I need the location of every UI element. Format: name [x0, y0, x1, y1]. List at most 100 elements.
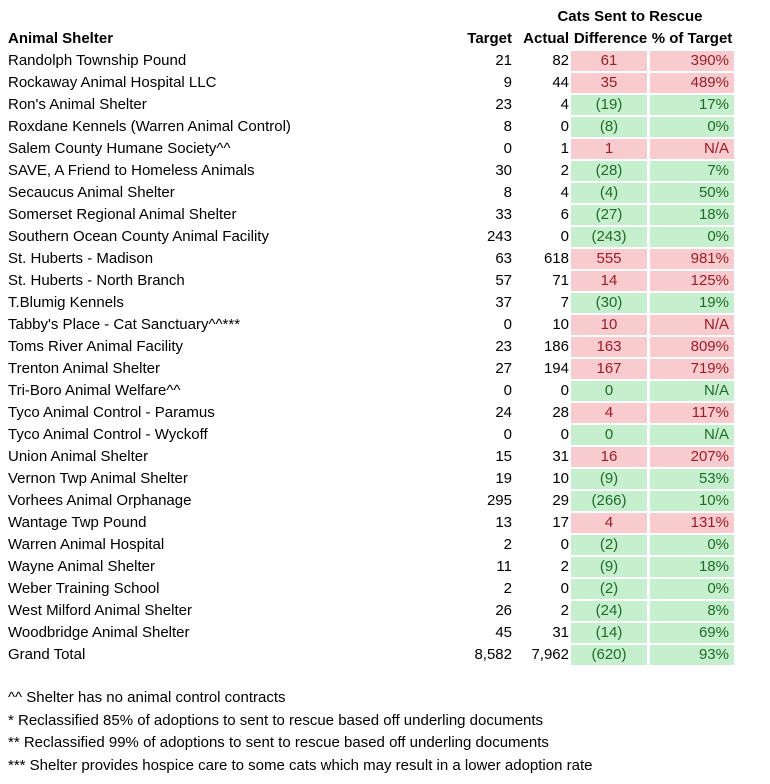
cell-target: 27 — [495, 360, 512, 377]
cell-target: 11 — [496, 558, 512, 575]
cell-pct-of-target: N/A — [650, 315, 734, 335]
cell-pct-of-target: 719% — [650, 359, 734, 379]
cell-pct-of-target: N/A — [650, 425, 734, 445]
table-row: Vorhees Animal Orphanage 295 29 (266) 10% — [0, 491, 734, 511]
table-body: Randolph Township Pound 21 82 61 390% Rockawa… — [0, 51, 734, 665]
table-row: Secaucus Animal Shelter 8 4 (4) 50% — [0, 183, 734, 203]
cell-target: 13 — [495, 514, 512, 531]
cell-actual: 0 — [560, 228, 569, 245]
cell-difference: 4 — [571, 403, 650, 423]
cell-pct-of-target: 131% — [650, 513, 734, 533]
cell-target: 8 — [503, 184, 512, 201]
cell-target: 2 — [503, 536, 512, 553]
table-row: Wantage Twp Pound 13 17 4 131% — [0, 513, 734, 533]
table-row: Tabby's Place - Cat Sanctuary^^*** 0 10 10 N… — [0, 315, 734, 335]
table-row: T.Blumig Kennels 37 7 (30) 19% — [0, 293, 734, 313]
table-row: Wayne Animal Shelter 11 2 (9) 18% — [0, 557, 734, 577]
cell-target: 33 — [495, 206, 512, 223]
cell-shelter-name: Vorhees Animal Orphanage — [8, 492, 192, 509]
footnote: *** Shelter provides hospice care to som… — [8, 756, 593, 774]
cell-target: 30 — [495, 162, 512, 179]
cell-actual: 7 — [560, 294, 569, 311]
table-row: Grand Total 8,582 7,962 (620) 93% — [0, 645, 734, 665]
cell-shelter-name: Randolph Township Pound — [8, 52, 187, 69]
cell-shelter-name: Wantage Twp Pound — [8, 514, 147, 531]
table-row: Tri-Boro Animal Welfare^^ 0 0 0 N/A — [0, 381, 734, 401]
cell-shelter-name: Rockaway Animal Hospital LLC — [8, 74, 217, 91]
cell-target: 15 — [495, 448, 512, 465]
cell-pct-of-target: 207% — [650, 447, 734, 467]
cell-actual: 17 — [552, 514, 569, 531]
table-row: Roxdane Kennels (Warren Animal Control) 8… — [0, 117, 734, 137]
cell-actual: 4 — [560, 184, 569, 201]
cell-shelter-name: Toms River Animal Facility — [8, 338, 184, 355]
cell-target: 295 — [486, 492, 512, 509]
table-row: Ron's Animal Shelter 23 4 (19) 17% — [0, 95, 734, 115]
cell-target: 21 — [495, 52, 512, 69]
cell-pct-of-target: N/A — [650, 381, 734, 401]
table-row: Rockaway Animal Hospital LLC 9 44 35 489% — [0, 73, 734, 93]
table-row: West Milford Animal Shelter 26 2 (24) 8% — [0, 601, 734, 621]
cell-target: 26 — [495, 602, 512, 619]
cell-pct-of-target: 0% — [650, 535, 734, 555]
cell-difference: 16 — [571, 447, 650, 467]
cell-actual: 28 — [552, 404, 569, 421]
cell-pct-of-target: 50% — [650, 183, 734, 203]
cell-actual: 0 — [560, 118, 569, 135]
cell-target: 57 — [495, 272, 512, 289]
table-row: St. Huberts - Madison 63 618 555 981% — [0, 249, 734, 269]
cell-actual: 0 — [560, 536, 569, 553]
cell-target: 0 — [503, 426, 512, 443]
cell-actual: 29 — [552, 492, 569, 509]
table-row: Woodbridge Animal Shelter 45 31 (14) 69% — [0, 623, 734, 643]
cell-target: 8 — [503, 118, 512, 135]
cell-actual: 31 — [552, 448, 569, 465]
table-row: Weber Training School 2 0 (2) 0% — [0, 579, 734, 599]
cell-shelter-name: Roxdane Kennels (Warren Animal Control) — [8, 118, 291, 135]
cell-difference: (30) — [571, 293, 650, 313]
cell-pct-of-target: 7% — [650, 161, 734, 181]
cell-actual: 10 — [552, 316, 569, 333]
cell-shelter-name: Vernon Twp Animal Shelter — [8, 470, 188, 487]
cell-difference: (8) — [571, 117, 650, 137]
cell-actual: 194 — [543, 360, 569, 377]
cell-shelter-name: Ron's Animal Shelter — [8, 96, 147, 113]
cell-actual: 7,962 — [531, 646, 569, 663]
header-row: Animal Shelter Target Actual Difference … — [0, 29, 734, 49]
cell-target: 8,582 — [474, 646, 512, 663]
cell-actual: 1 — [560, 140, 569, 157]
cell-difference: 1 — [571, 139, 650, 159]
cell-difference: (4) — [571, 183, 650, 203]
cell-actual: 2 — [560, 162, 569, 179]
cell-shelter-name: Grand Total — [8, 646, 86, 663]
cell-difference: (243) — [571, 227, 650, 247]
cell-difference: 35 — [571, 73, 650, 93]
cell-pct-of-target: 18% — [650, 205, 734, 225]
cell-pct-of-target: 19% — [650, 293, 734, 313]
cell-pct-of-target: 93% — [650, 645, 734, 665]
cell-difference: (266) — [571, 491, 650, 511]
cell-actual: 186 — [543, 338, 569, 355]
cell-pct-of-target: N/A — [650, 139, 734, 159]
cell-pct-of-target: 0% — [650, 579, 734, 599]
cell-difference: 163 — [571, 337, 650, 357]
cell-difference: (9) — [571, 469, 650, 489]
cell-shelter-name: St. Huberts - North Branch — [8, 272, 185, 289]
cell-difference: 10 — [571, 315, 650, 335]
col-header-shelter: Animal Shelter — [8, 30, 114, 47]
cell-difference: (620) — [571, 645, 650, 665]
cell-actual: 0 — [560, 426, 569, 443]
cell-shelter-name: Secaucus Animal Shelter — [8, 184, 175, 201]
table-row: St. Huberts - North Branch 57 71 14 125% — [0, 271, 734, 291]
table-row: SAVE, A Friend to Homeless Animals 30 2 (28… — [0, 161, 734, 181]
cell-pct-of-target: 0% — [650, 227, 734, 247]
cell-difference: 61 — [571, 51, 650, 71]
cell-pct-of-target: 0% — [650, 117, 734, 137]
cell-target: 23 — [495, 338, 512, 355]
cell-target: 0 — [503, 382, 512, 399]
table-row: Tyco Animal Control - Paramus 24 28 4 117% — [0, 403, 734, 423]
cell-pct-of-target: 390% — [650, 51, 734, 71]
cell-actual: 0 — [560, 382, 569, 399]
table-row: Tyco Animal Control - Wyckoff 0 0 0 N/A — [0, 425, 734, 445]
cell-target: 45 — [495, 624, 512, 641]
